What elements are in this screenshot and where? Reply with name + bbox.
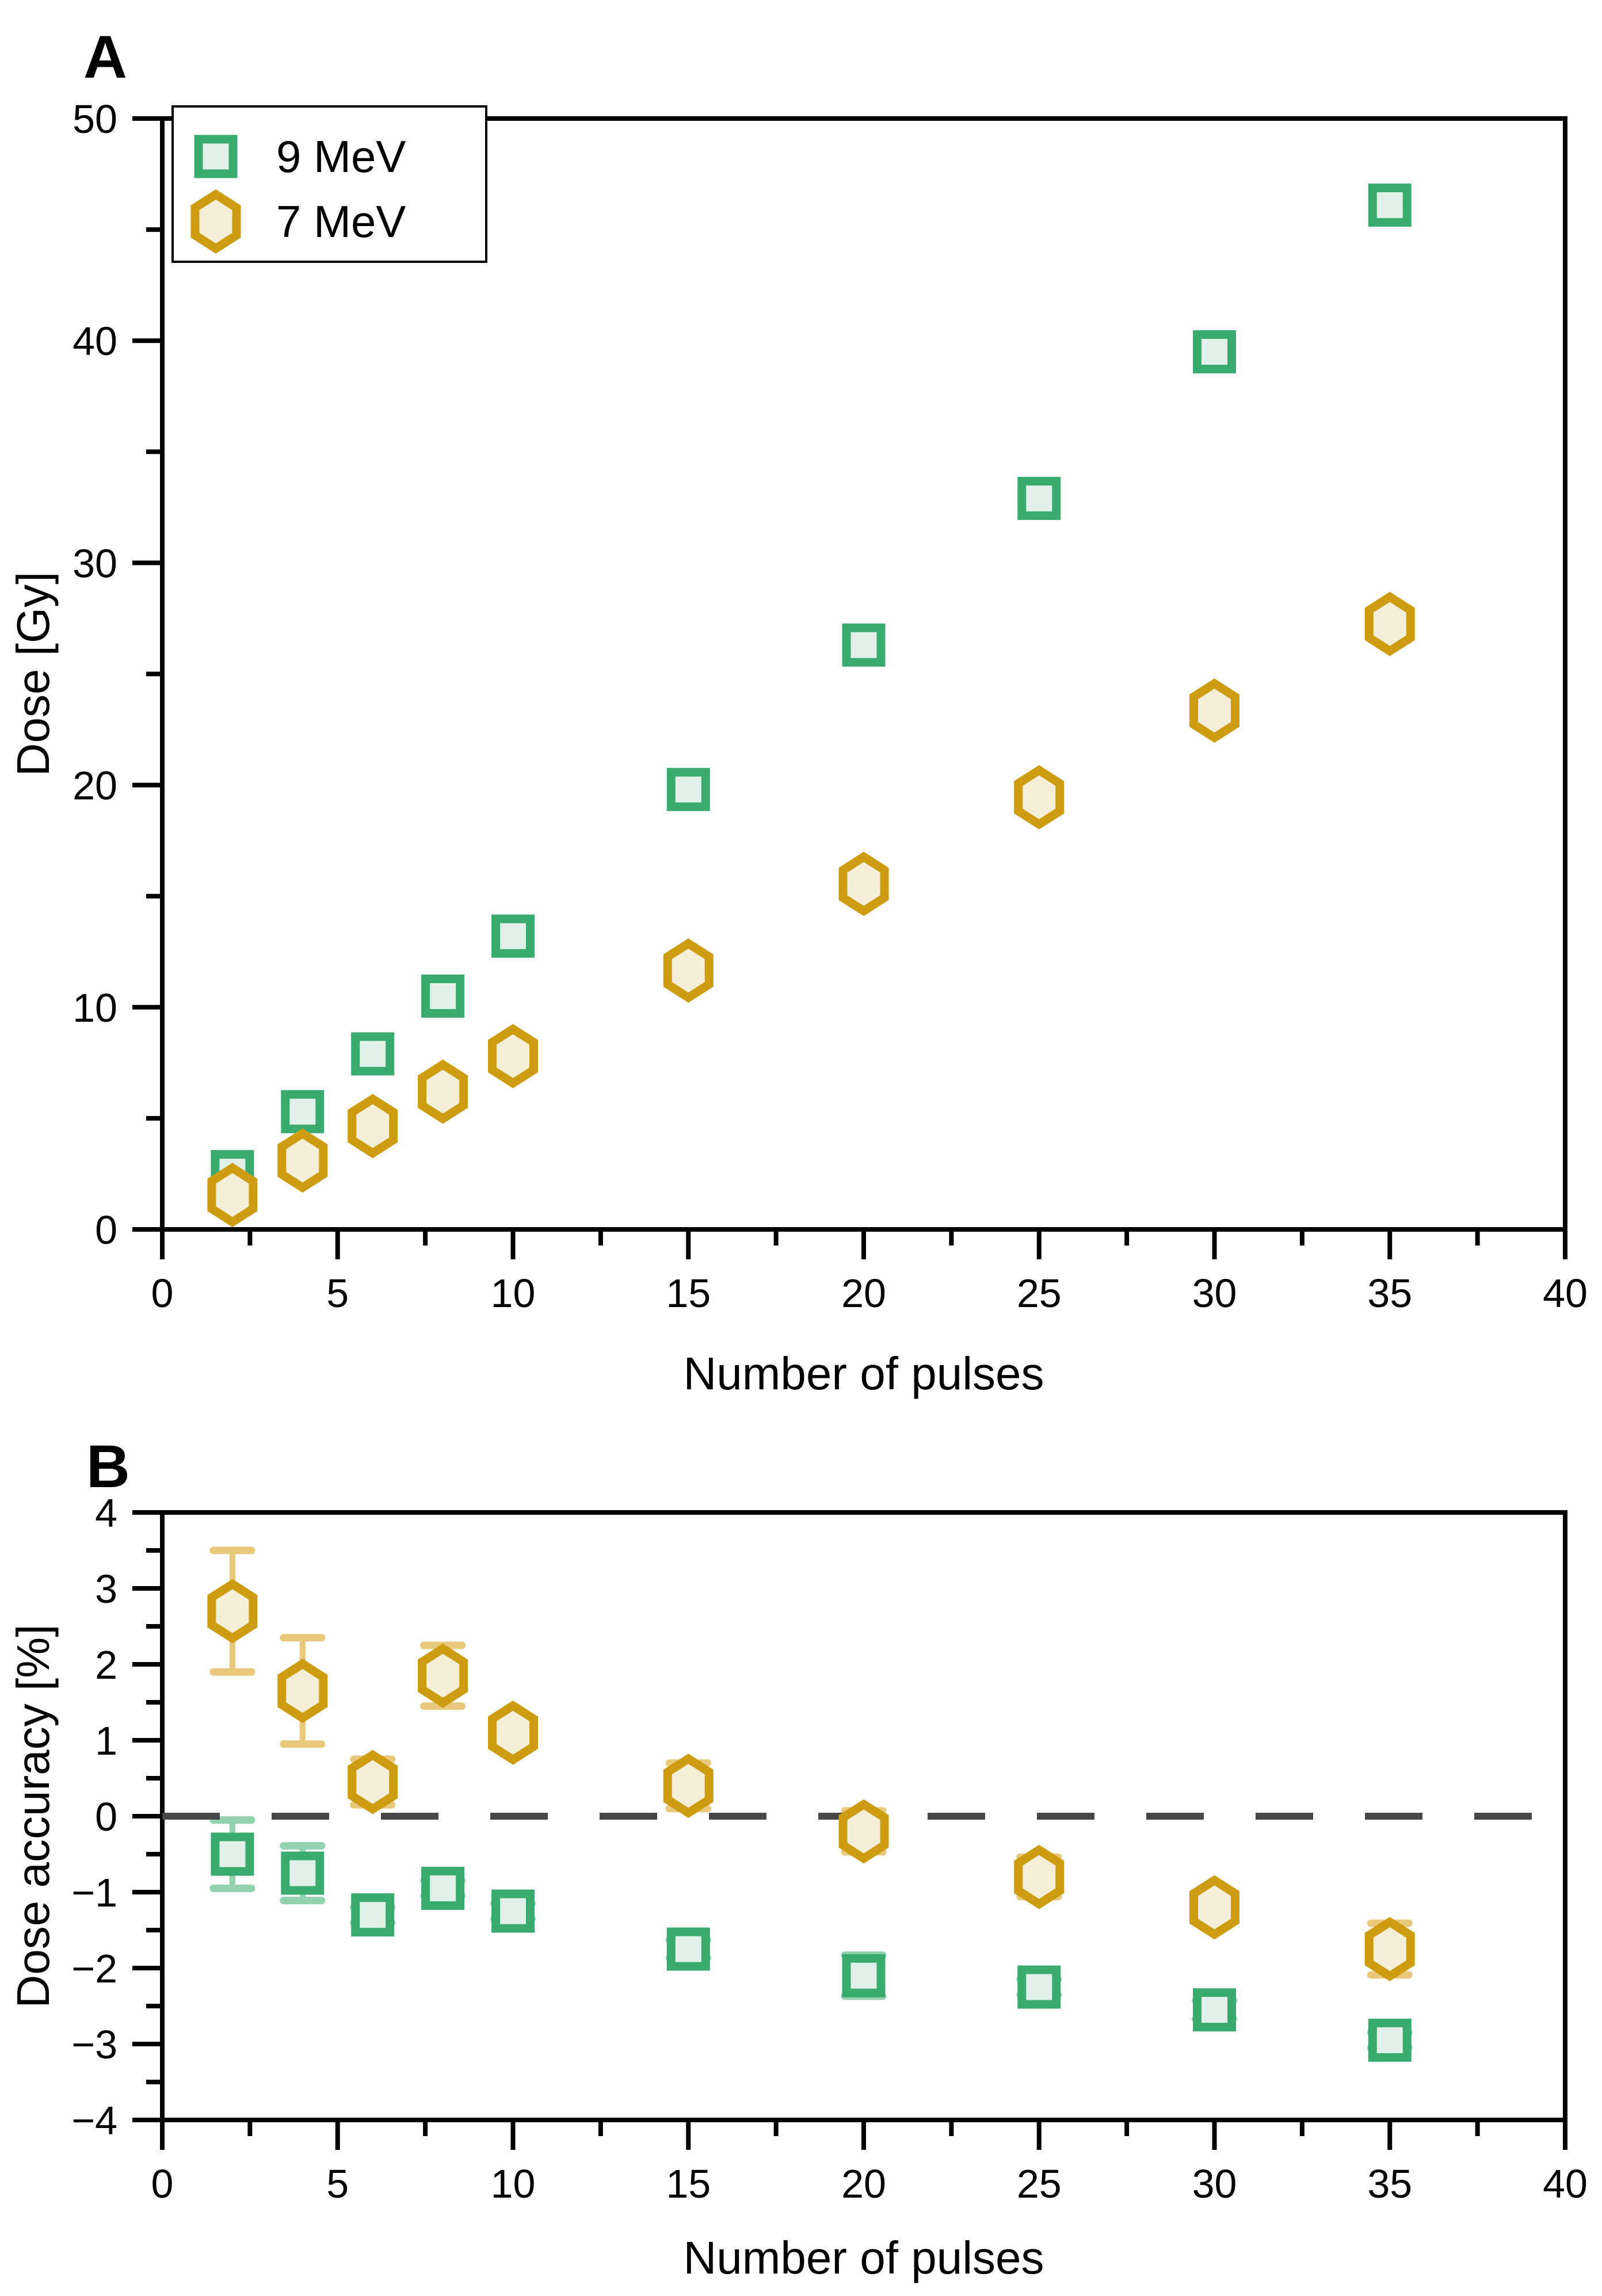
x-axis-title: Number of pulses xyxy=(684,2232,1044,2283)
y-tick-label: 20 xyxy=(73,763,117,808)
x-tick-label: 25 xyxy=(1017,1271,1062,1316)
data-point-7mev-x20 xyxy=(838,851,889,916)
y-tick-label: 0 xyxy=(95,1794,117,1839)
x-tick-label: 15 xyxy=(666,1271,711,1316)
data-point-9mev-x30 xyxy=(1193,330,1236,374)
x-tick-label: 20 xyxy=(841,2161,886,2206)
data-point-9mev-x15 xyxy=(666,767,710,811)
x-tick-label: 15 xyxy=(666,2161,711,2206)
x-tick-label: 35 xyxy=(1367,1271,1412,1316)
data-point-7mev-x20 xyxy=(838,1799,889,1864)
panel-label-a: A xyxy=(83,24,127,91)
y-tick-label: −2 xyxy=(71,1946,117,1991)
y-tick-label: −3 xyxy=(71,2022,117,2067)
x-tick-label: 30 xyxy=(1192,1271,1237,1316)
y-tick-label: 2 xyxy=(95,1642,117,1687)
data-point-7mev-x35 xyxy=(1364,1917,1415,1981)
data-point-7mev-x15 xyxy=(663,1753,714,1819)
legend-label: 7 MeV xyxy=(276,196,406,247)
y-axis-title: Dose accuracy [%] xyxy=(7,1625,59,2008)
x-tick-label: 10 xyxy=(491,1271,536,1316)
y-tick-label: 1 xyxy=(95,1718,117,1763)
y-tick-label: −1 xyxy=(71,1870,117,1915)
data-point-9mev-x4 xyxy=(281,1090,325,1133)
data-point-9mev-x6 xyxy=(351,1893,395,1937)
x-tick-label: 5 xyxy=(326,1271,349,1316)
data-point-9mev-x20 xyxy=(842,1954,886,1997)
y-tick-label: 40 xyxy=(73,319,117,364)
panel-label-b: B xyxy=(86,1433,130,1500)
legend-marker-9mev xyxy=(194,135,238,178)
x-axis-title: Number of pulses xyxy=(684,1348,1044,1399)
y-tick-label: 4 xyxy=(95,1491,117,1535)
data-point-9mev-x10 xyxy=(491,914,535,958)
data-point-7mev-x15 xyxy=(663,938,714,1003)
x-tick-label: 30 xyxy=(1192,2161,1237,2206)
data-point-7mev-x30 xyxy=(1189,1875,1239,1940)
x-tick-label: 35 xyxy=(1367,2161,1412,2206)
data-point-9mev-x4 xyxy=(281,1851,325,1895)
legend-marker-7mev xyxy=(190,189,241,254)
y-tick-label: 30 xyxy=(73,541,117,586)
data-point-7mev-x25 xyxy=(1014,1844,1065,1909)
data-point-9mev-x10 xyxy=(491,1889,535,1933)
y-tick-label: −4 xyxy=(71,2098,117,2143)
data-point-7mev-x8 xyxy=(418,1059,468,1124)
x-tick-label: 10 xyxy=(491,2161,536,2206)
data-point-7mev-x2 xyxy=(207,1579,258,1644)
data-point-9mev-x35 xyxy=(1368,184,1412,227)
x-tick-label: 20 xyxy=(841,1271,886,1316)
y-tick-label: 0 xyxy=(95,1208,117,1252)
data-point-7mev-x10 xyxy=(488,1023,538,1088)
legend-label: 9 MeV xyxy=(276,131,406,182)
data-point-7mev-x25 xyxy=(1014,765,1065,830)
data-point-9mev-x6 xyxy=(351,1032,395,1076)
data-point-9mev-x15 xyxy=(666,1927,710,1971)
data-point-7mev-x4 xyxy=(277,1659,328,1724)
data-point-9mev-x2 xyxy=(211,1832,254,1876)
y-tick-label: 50 xyxy=(73,97,117,142)
y-axis-title: Dose [Gy] xyxy=(7,572,59,777)
data-point-9mev-x8 xyxy=(421,1866,465,1910)
x-tick-label: 0 xyxy=(151,1271,174,1316)
data-point-7mev-x6 xyxy=(348,1749,398,1814)
data-point-7mev-x10 xyxy=(488,1700,538,1765)
data-point-9mev-x35 xyxy=(1368,2018,1412,2062)
data-point-9mev-x20 xyxy=(842,623,886,667)
data-point-9mev-x25 xyxy=(1017,476,1061,520)
data-point-9mev-x30 xyxy=(1193,1988,1236,2032)
data-point-9mev-x25 xyxy=(1017,1965,1061,2009)
data-point-7mev-x35 xyxy=(1364,591,1415,656)
y-tick-label: 3 xyxy=(95,1567,117,1611)
y-tick-label: 10 xyxy=(73,985,117,1030)
data-point-7mev-x6 xyxy=(348,1094,398,1159)
data-point-7mev-x2 xyxy=(207,1163,258,1228)
x-tick-label: 40 xyxy=(1543,2161,1588,2206)
data-point-9mev-x8 xyxy=(421,974,465,1018)
x-tick-label: 0 xyxy=(151,2161,174,2206)
x-tick-label: 5 xyxy=(326,2161,349,2206)
x-tick-label: 25 xyxy=(1017,2161,1062,2206)
data-point-7mev-x30 xyxy=(1189,678,1239,743)
x-tick-label: 40 xyxy=(1543,1271,1588,1316)
data-point-7mev-x4 xyxy=(277,1128,328,1193)
data-point-7mev-x8 xyxy=(418,1643,468,1708)
